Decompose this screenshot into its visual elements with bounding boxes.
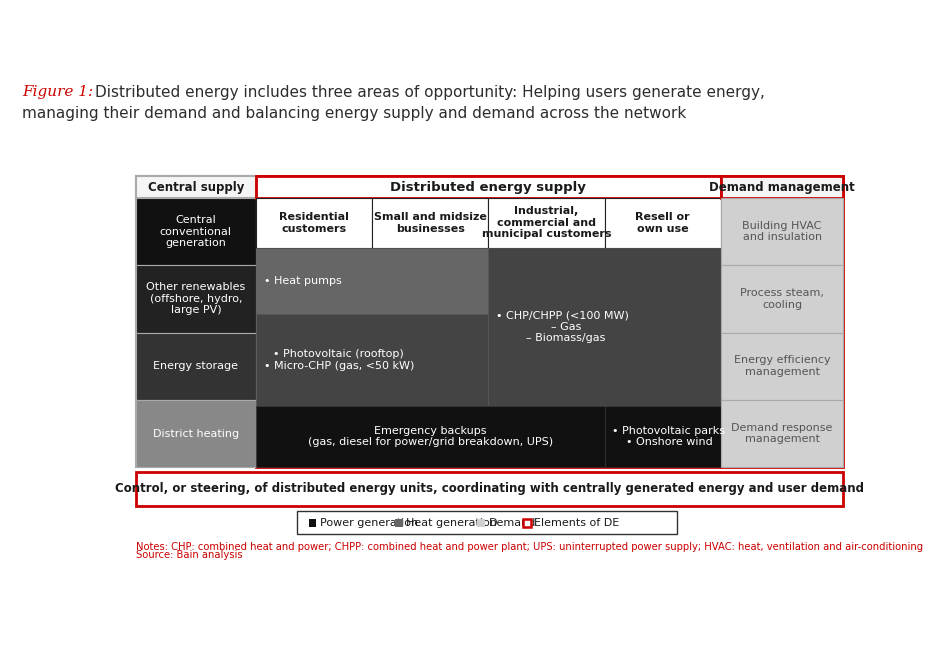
Text: Central
conventional
generation: Central conventional generation	[160, 215, 232, 248]
Text: Emergency backups
(gas, diesel for power/grid breakdown, UPS): Emergency backups (gas, diesel for power…	[308, 426, 553, 447]
Bar	[297, 511, 676, 534]
Bar	[721, 198, 844, 266]
Bar	[256, 314, 488, 405]
Text: Distributed energy includes three areas of opportunity: Helping users generate e: Distributed energy includes three areas …	[95, 85, 765, 100]
Text: Process steam,
cooling: Process steam, cooling	[740, 288, 824, 310]
Bar	[136, 472, 844, 506]
Text: Central supply: Central supply	[147, 181, 244, 194]
Text: Energy storage: Energy storage	[153, 361, 238, 371]
Bar	[395, 519, 403, 526]
Bar	[136, 198, 256, 266]
Bar	[721, 400, 844, 468]
Text: Distributed energy supply: Distributed energy supply	[390, 181, 586, 194]
Bar	[522, 519, 531, 526]
Text: Building HVAC
and insulation: Building HVAC and insulation	[743, 220, 822, 243]
Bar	[136, 333, 256, 400]
Bar	[136, 266, 256, 333]
Text: Figure 1:: Figure 1:	[22, 85, 98, 99]
Bar	[721, 266, 844, 333]
Text: Residential
customers: Residential customers	[279, 212, 349, 233]
Text: Demand response
management: Demand response management	[732, 423, 833, 445]
Bar	[477, 519, 484, 526]
Bar	[256, 177, 721, 468]
Bar	[488, 248, 721, 405]
Text: • CHP/CHPP (<100 MW)
  – Gas
  – Biomass/gas: • CHP/CHPP (<100 MW) – Gas – Biomass/gas	[496, 310, 629, 343]
Bar	[372, 198, 488, 248]
Text: Other renewables
(offshore, hydro,
large PV): Other renewables (offshore, hydro, large…	[146, 283, 245, 315]
Bar	[309, 519, 316, 526]
Bar	[604, 405, 721, 468]
Bar	[488, 198, 604, 248]
Text: managing their demand and balancing energy supply and demand across the network: managing their demand and balancing ener…	[22, 106, 686, 121]
Text: Small and midsize
businesses: Small and midsize businesses	[374, 212, 486, 233]
Text: Source: Bain analysis: Source: Bain analysis	[136, 551, 242, 560]
Text: Energy efficiency
management: Energy efficiency management	[733, 356, 830, 377]
Text: District heating: District heating	[153, 428, 239, 439]
Text: Power generation: Power generation	[320, 518, 418, 528]
Text: Demand management: Demand management	[710, 181, 855, 194]
Bar	[721, 177, 844, 468]
Bar	[136, 400, 256, 468]
Text: Elements of DE: Elements of DE	[535, 518, 619, 528]
Bar	[604, 198, 721, 248]
Bar	[136, 177, 256, 468]
Text: • Photovoltaic (rooftop)
• Micro-CHP (gas, <50 kW): • Photovoltaic (rooftop) • Micro-CHP (ga…	[264, 349, 414, 371]
Bar	[721, 333, 844, 400]
Text: Industrial,
commercial and
municipal customers: Industrial, commercial and municipal cus…	[482, 206, 611, 239]
Bar	[256, 198, 372, 248]
Bar	[256, 248, 488, 314]
Text: • Photovoltaic parks
• Onshore wind: • Photovoltaic parks • Onshore wind	[613, 426, 726, 447]
Bar	[256, 405, 604, 468]
Bar	[256, 177, 721, 198]
Text: Heat generation: Heat generation	[407, 518, 497, 528]
Text: • Heat pumps: • Heat pumps	[264, 276, 341, 286]
Text: Resell or
own use: Resell or own use	[636, 212, 690, 233]
Bar	[136, 177, 256, 198]
Bar	[721, 177, 844, 198]
Text: Control, or steering, of distributed energy units, coordinating with centrally g: Control, or steering, of distributed ene…	[115, 483, 865, 495]
Text: Demand: Demand	[488, 518, 536, 528]
Text: Notes: CHP: combined heat and power; CHPP: combined heat and power plant; UPS: u: Notes: CHP: combined heat and power; CHP…	[136, 542, 922, 552]
